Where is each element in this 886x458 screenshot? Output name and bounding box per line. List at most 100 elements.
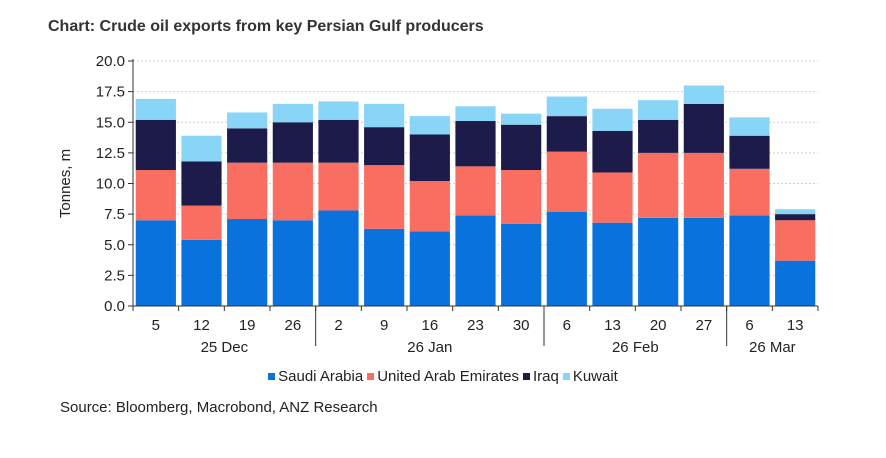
bar-uae-6 [409,181,450,232]
bar-kuwait-6 [409,116,450,135]
bar-kuwait-9 [546,96,587,117]
bar-kuwait-13 [729,117,770,136]
bar-uae-1 [181,205,222,240]
legend-label: Kuwait [572,368,618,385]
legend-swatch [268,372,276,380]
bar-saudi-1 [181,239,222,306]
bar-saudi-13 [729,215,770,306]
bar-saudi-10 [592,222,633,306]
legend-swatch [522,372,530,380]
bar-iraq-8 [501,124,542,171]
bar-uae-8 [501,170,542,224]
x-tick-label: 23 [467,317,484,334]
x-tick-label: 2 [334,317,342,334]
legend-label: United Arab Emirates [377,368,519,385]
y-tick-label: 15.0 [96,114,125,131]
y-tick-label: 0.0 [104,298,125,315]
bar-kuwait-12 [683,85,724,104]
bar-uae-10 [592,172,633,223]
bar-iraq-11 [638,119,679,153]
legend-item: Saudi Arabia [268,368,363,385]
chart-area: 0.02.55.07.510.012.515.017.520.05 12 19 26 2… [57,53,819,356]
y-tick-label: 10.0 [96,176,125,193]
bar-iraq-5 [364,127,405,166]
bar-saudi-4 [318,210,359,306]
x-tick-label: 27 [695,317,712,334]
y-tick-label: 17.5 [96,84,125,101]
bar-saudi-11 [638,217,679,306]
legend-swatch [367,372,375,380]
x-tick-label: 16 [421,317,438,334]
month-label: 26 Feb [612,339,659,356]
bar-saudi-14 [775,260,816,306]
bar-iraq-14 [775,214,816,221]
bar-uae-14 [775,220,816,261]
x-tick-label: 12 [193,317,210,334]
bar-uae-7 [455,166,496,216]
bar-kuwait-2 [227,112,268,129]
bar-kuwait-14 [775,209,816,215]
bar-uae-11 [638,152,679,218]
bar-uae-12 [683,152,724,218]
legend: Saudi Arabia United Arab Emirates Iraq Kuwa… [0,368,886,385]
bar-iraq-0 [135,119,176,171]
bar-kuwait-10 [592,108,633,131]
y-tick-label: 7.5 [104,206,125,223]
x-tick-label: 13 [787,317,804,334]
legend-label: Iraq [532,368,559,385]
bar-uae-13 [729,168,770,216]
bar-iraq-6 [409,134,450,182]
bar-saudi-7 [455,215,496,306]
bar-iraq-4 [318,119,359,163]
y-tick-label: 2.5 [104,267,125,284]
y-tick-label: 20.0 [96,53,125,70]
bar-iraq-2 [227,128,268,163]
bar-iraq-12 [683,103,724,153]
bar-kuwait-1 [181,135,222,162]
bar-kuwait-7 [455,106,496,122]
bar-uae-4 [318,162,359,211]
axes [128,59,819,346]
legend-item: Iraq [522,368,559,385]
bar-uae-0 [135,170,176,221]
bar-iraq-9 [546,116,587,152]
chart-title: Chart: Crude oil exports from key Persia… [48,18,484,35]
y-tick-label: 5.0 [104,237,125,254]
bar-iraq-13 [729,135,770,169]
legend-item: Kuwait [562,368,618,385]
month-label: 26 Mar [749,339,796,356]
x-tick-label: 5 [152,317,160,334]
month-label: 25 Dec [201,339,249,356]
bar-uae-9 [546,151,587,212]
bar-kuwait-5 [364,103,405,128]
bar-kuwait-8 [501,113,542,125]
bars [135,85,816,306]
bar-iraq-7 [455,121,496,167]
x-tick-label: 9 [380,317,388,334]
bar-saudi-0 [135,220,176,306]
bar-iraq-3 [272,122,313,163]
bar-uae-5 [364,165,405,229]
x-tick-label: 20 [650,317,667,334]
bar-saudi-5 [364,228,405,306]
bar-saudi-2 [227,219,268,306]
bar-saudi-12 [683,217,724,306]
bar-saudi-9 [546,211,587,306]
axis-labels: 0.02.55.07.510.012.515.017.520.05 12 19 26 2… [57,53,804,356]
bar-uae-3 [272,162,313,221]
bar-iraq-1 [181,161,222,206]
bar-kuwait-0 [135,98,176,120]
bar-saudi-6 [409,231,450,306]
bar-saudi-8 [501,223,542,306]
bar-saudi-3 [272,220,313,306]
y-axis-title: Tonnes, m [57,149,74,218]
source-note: Source: Bloomberg, Macrobond, ANZ Resear… [60,399,378,416]
bar-kuwait-4 [318,101,359,120]
x-tick-label: 6 [745,317,753,334]
x-tick-label: 13 [604,317,621,334]
y-tick-label: 12.5 [96,145,125,162]
legend-label: Saudi Arabia [278,368,364,385]
bar-kuwait-11 [638,100,679,120]
bar-uae-2 [227,162,268,220]
bar-kuwait-3 [272,103,313,123]
